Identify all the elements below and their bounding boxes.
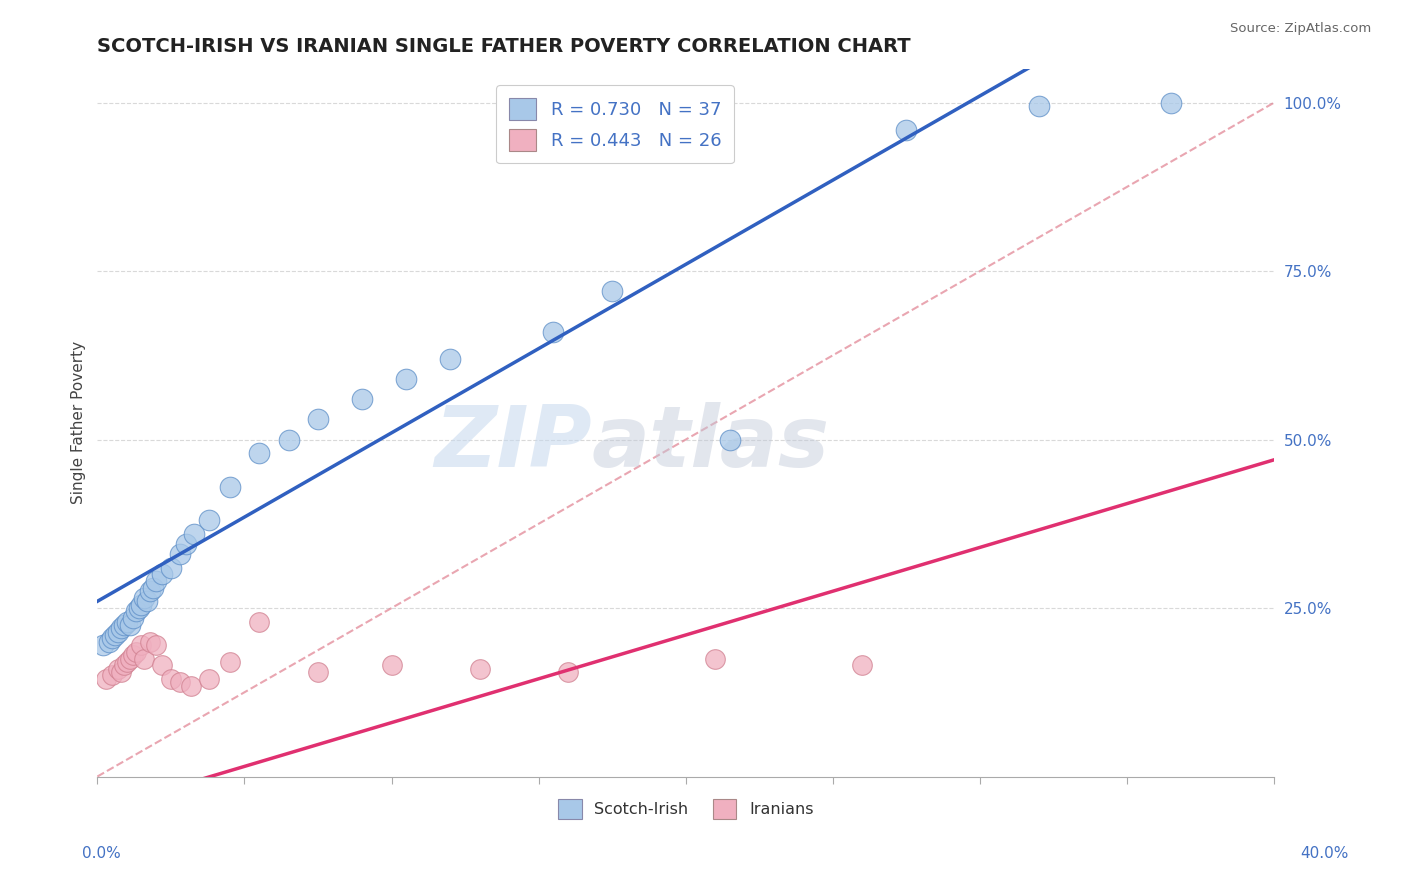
Point <box>107 662 129 676</box>
Point <box>1028 99 1050 113</box>
Point <box>98 634 121 648</box>
Point <box>134 651 156 665</box>
Point <box>104 628 127 642</box>
Text: atlas: atlas <box>592 402 830 485</box>
Text: ZIP: ZIP <box>434 402 592 485</box>
Point <box>718 433 741 447</box>
Point <box>277 433 299 447</box>
Point <box>247 446 270 460</box>
Point <box>557 665 579 679</box>
Point <box>352 392 374 406</box>
Point <box>101 632 124 646</box>
Point <box>174 537 197 551</box>
Point <box>307 665 329 679</box>
Point <box>134 591 156 605</box>
Point <box>169 547 191 561</box>
Point <box>142 581 165 595</box>
Point <box>121 611 143 625</box>
Point <box>115 655 138 669</box>
Point <box>180 679 202 693</box>
Point <box>150 567 173 582</box>
Point <box>183 527 205 541</box>
Point <box>160 672 183 686</box>
Point <box>896 122 918 136</box>
Point <box>169 675 191 690</box>
Point <box>150 658 173 673</box>
Point <box>218 655 240 669</box>
Point <box>145 638 167 652</box>
Point <box>160 560 183 574</box>
Point <box>600 285 623 299</box>
Point <box>110 621 132 635</box>
Point <box>124 645 146 659</box>
Point <box>704 651 727 665</box>
Point <box>91 638 114 652</box>
Point <box>96 672 118 686</box>
Point <box>139 584 162 599</box>
Point <box>101 668 124 682</box>
Point <box>198 513 221 527</box>
Point <box>851 658 873 673</box>
Point <box>107 624 129 639</box>
Point <box>380 658 402 673</box>
Point <box>139 634 162 648</box>
Point <box>145 574 167 588</box>
Point <box>468 662 491 676</box>
Point <box>136 594 159 608</box>
Point <box>198 672 221 686</box>
Point <box>118 618 141 632</box>
Point <box>218 480 240 494</box>
Text: 0.0%: 0.0% <box>82 847 121 861</box>
Point <box>124 604 146 618</box>
Point <box>543 325 565 339</box>
Point <box>247 615 270 629</box>
Point <box>115 615 138 629</box>
Point <box>112 618 135 632</box>
Point <box>110 665 132 679</box>
Point <box>131 598 153 612</box>
Text: SCOTCH-IRISH VS IRANIAN SINGLE FATHER POVERTY CORRELATION CHART: SCOTCH-IRISH VS IRANIAN SINGLE FATHER PO… <box>97 37 911 56</box>
Point <box>439 351 461 366</box>
Text: 40.0%: 40.0% <box>1301 847 1348 861</box>
Point <box>118 651 141 665</box>
Point <box>395 372 418 386</box>
Point <box>307 412 329 426</box>
Point <box>1160 95 1182 110</box>
Point <box>121 648 143 663</box>
Legend: Scotch-Irish, Iranians: Scotch-Irish, Iranians <box>551 793 820 825</box>
Point <box>128 601 150 615</box>
Point <box>112 658 135 673</box>
Point <box>131 638 153 652</box>
Y-axis label: Single Father Poverty: Single Father Poverty <box>72 341 86 504</box>
Text: Source: ZipAtlas.com: Source: ZipAtlas.com <box>1230 22 1371 36</box>
